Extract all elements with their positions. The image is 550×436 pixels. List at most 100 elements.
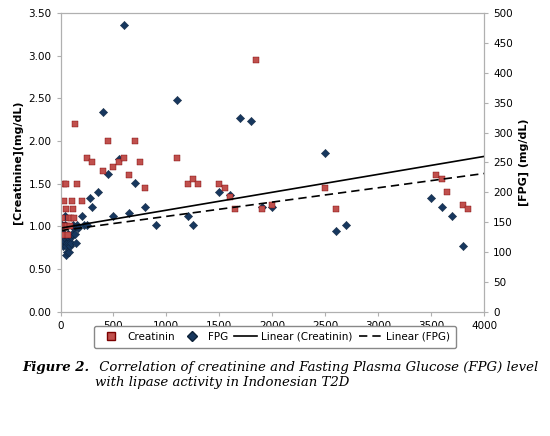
Point xyxy=(67,234,75,241)
Point xyxy=(104,171,113,178)
Point xyxy=(114,156,123,163)
Point xyxy=(71,231,80,238)
Point xyxy=(59,237,68,244)
Point xyxy=(69,221,78,228)
Point xyxy=(70,225,79,232)
Point xyxy=(62,242,71,249)
Point xyxy=(257,206,266,213)
Point xyxy=(72,239,81,246)
Point xyxy=(73,180,82,187)
Point xyxy=(88,204,97,211)
Point xyxy=(120,155,129,162)
Point xyxy=(125,172,134,179)
Point xyxy=(63,223,72,230)
Point xyxy=(93,189,102,196)
Point xyxy=(74,225,83,232)
Point xyxy=(62,252,70,259)
Point xyxy=(189,221,197,228)
Point xyxy=(331,228,340,235)
Point xyxy=(64,231,73,238)
Point xyxy=(141,184,150,191)
Point xyxy=(215,189,224,196)
Point xyxy=(130,138,139,145)
Point xyxy=(65,242,74,249)
Point xyxy=(331,206,340,213)
Point xyxy=(104,138,113,145)
Point xyxy=(141,204,150,211)
Point xyxy=(57,223,66,230)
Point xyxy=(73,221,82,228)
Y-axis label: [FPG] (mg/dL): [FPG] (mg/dL) xyxy=(518,119,529,206)
Point xyxy=(459,201,468,208)
Point xyxy=(58,242,67,249)
Text: Correlation of creatinine and Fasting Plasma Glucose (FPG) level with lipase act: Correlation of creatinine and Fasting Pl… xyxy=(95,361,538,389)
Point xyxy=(86,195,95,202)
Point xyxy=(58,221,67,228)
Point xyxy=(60,180,69,187)
Point xyxy=(60,213,69,220)
Point xyxy=(114,159,123,166)
Point xyxy=(342,221,351,228)
Point xyxy=(59,234,68,241)
Point xyxy=(58,232,67,238)
Point xyxy=(194,180,202,187)
Point xyxy=(71,120,80,127)
Point xyxy=(448,213,456,220)
Point xyxy=(125,210,134,217)
Point xyxy=(183,180,192,187)
Point xyxy=(226,192,234,199)
Point xyxy=(321,184,329,191)
Point xyxy=(63,239,72,246)
Point xyxy=(69,206,78,213)
Point xyxy=(437,176,446,183)
Point xyxy=(109,163,118,170)
Point xyxy=(173,96,182,103)
Point xyxy=(437,204,446,211)
Point xyxy=(246,117,255,124)
Point xyxy=(58,215,67,221)
Point xyxy=(464,206,472,213)
Point xyxy=(68,231,76,238)
Point xyxy=(173,155,182,162)
Point xyxy=(226,193,234,200)
Point xyxy=(61,221,70,228)
Point xyxy=(220,184,229,191)
Point xyxy=(98,167,107,174)
Point xyxy=(57,231,66,238)
Point xyxy=(77,198,86,204)
Point xyxy=(183,213,192,220)
Point xyxy=(427,195,436,202)
Point xyxy=(82,221,91,228)
Point xyxy=(135,159,144,166)
Point xyxy=(63,234,72,241)
Point xyxy=(459,242,468,249)
Text: Figure 2.: Figure 2. xyxy=(22,361,89,375)
Point xyxy=(62,206,70,213)
Point xyxy=(268,201,277,208)
Point xyxy=(268,204,277,211)
Point xyxy=(63,232,72,238)
Point xyxy=(189,176,197,183)
Y-axis label: [Creatinine](mg/dL): [Creatinine](mg/dL) xyxy=(13,101,23,224)
Point xyxy=(68,198,76,204)
Point xyxy=(321,150,329,157)
Point xyxy=(65,223,74,230)
Point xyxy=(432,172,441,179)
Legend: Creatinin, FPG, Linear (Creatinin), Linear (FPG): Creatinin, FPG, Linear (Creatinin), Line… xyxy=(94,326,456,348)
Point xyxy=(98,108,107,115)
Point xyxy=(66,239,75,246)
Point xyxy=(59,223,68,230)
Point xyxy=(70,215,79,221)
Point xyxy=(63,249,72,255)
Point xyxy=(64,239,73,246)
Point xyxy=(109,213,118,220)
Point xyxy=(252,57,261,64)
Point xyxy=(82,155,91,162)
Point xyxy=(443,189,452,196)
Point xyxy=(60,231,69,238)
Point xyxy=(77,213,86,220)
Point xyxy=(67,215,75,221)
Point xyxy=(236,114,245,121)
Point xyxy=(88,159,97,166)
X-axis label: Lipase Activity (U/L): Lipase Activity (U/L) xyxy=(205,336,339,349)
